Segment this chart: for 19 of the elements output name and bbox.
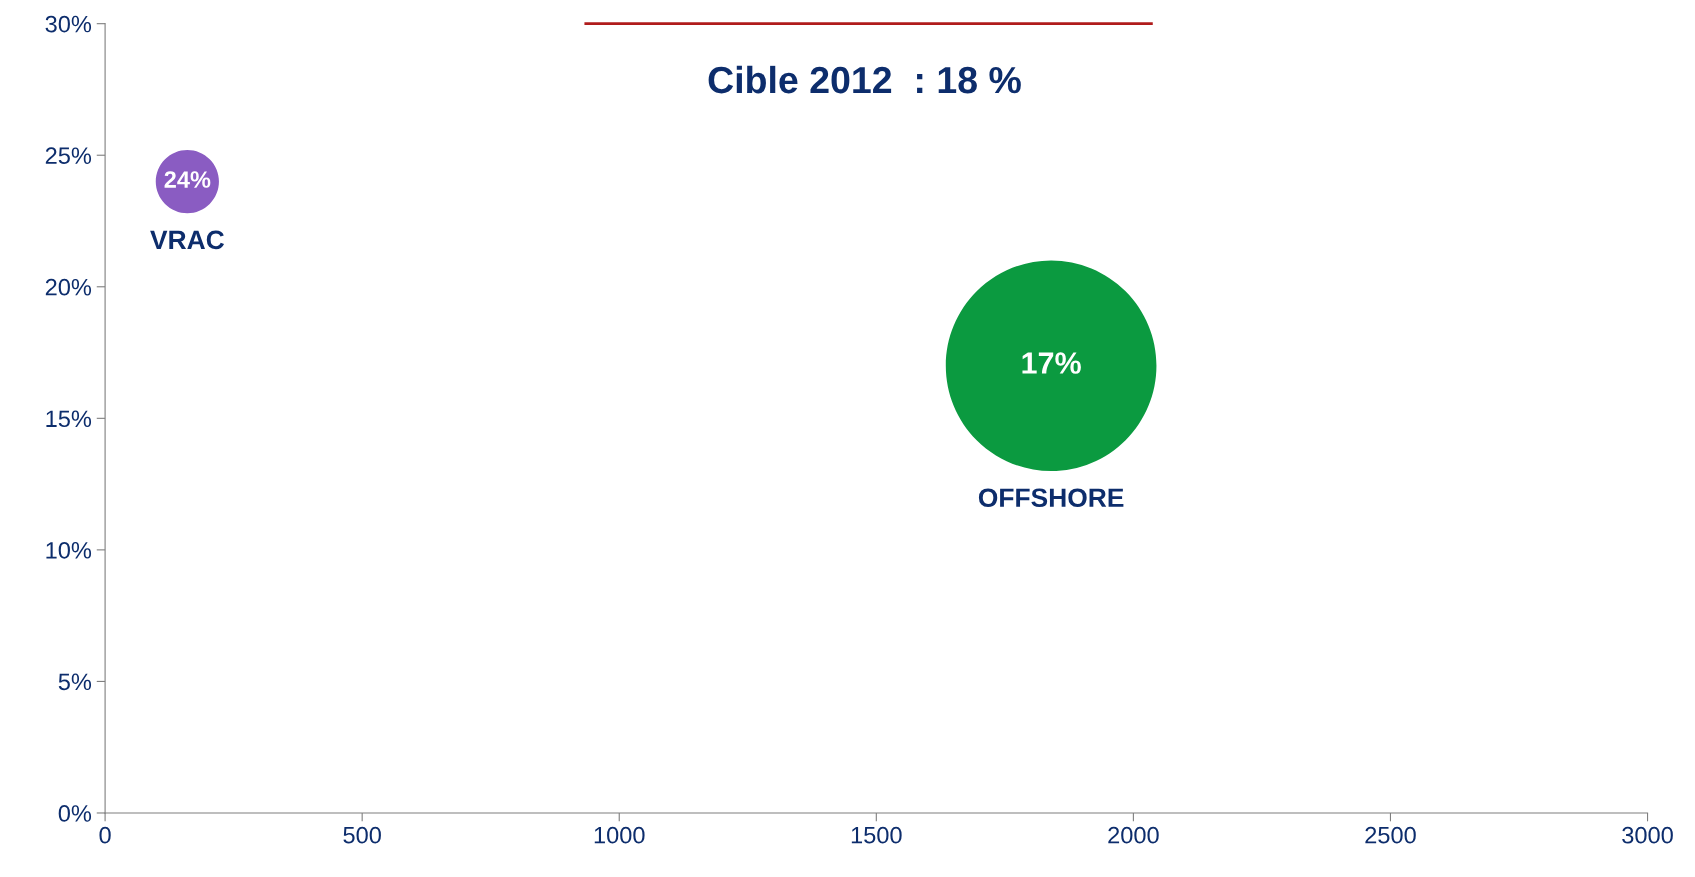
x-tick-label: 0 <box>99 826 111 844</box>
x-tick-label: 1500 <box>851 826 902 844</box>
y-tick-label: 20% <box>45 278 92 296</box>
data-label: 24% <box>164 171 211 188</box>
x-tick-label: 1000 <box>594 826 645 844</box>
x-tick-label: 3000 <box>1622 826 1673 844</box>
data-label: 17% <box>1022 352 1081 374</box>
y-tick-label: 15% <box>46 410 92 428</box>
series-label: OFFSHORE <box>978 488 1124 508</box>
series-label: VRAC <box>150 230 225 250</box>
annotation: Cible 2012 : 18 % <box>708 65 1021 94</box>
y-tick-label: 0% <box>58 805 92 822</box>
y-tick-label: 25% <box>45 147 92 165</box>
y-tick-label: 30% <box>45 15 92 33</box>
x-tick-label: 2500 <box>1365 826 1416 844</box>
x-tick-label: 500 <box>343 826 381 844</box>
y-tick-label: 10% <box>46 541 92 559</box>
x-tick-label: 2000 <box>1108 826 1159 844</box>
y-tick-label: 5% <box>58 673 92 691</box>
